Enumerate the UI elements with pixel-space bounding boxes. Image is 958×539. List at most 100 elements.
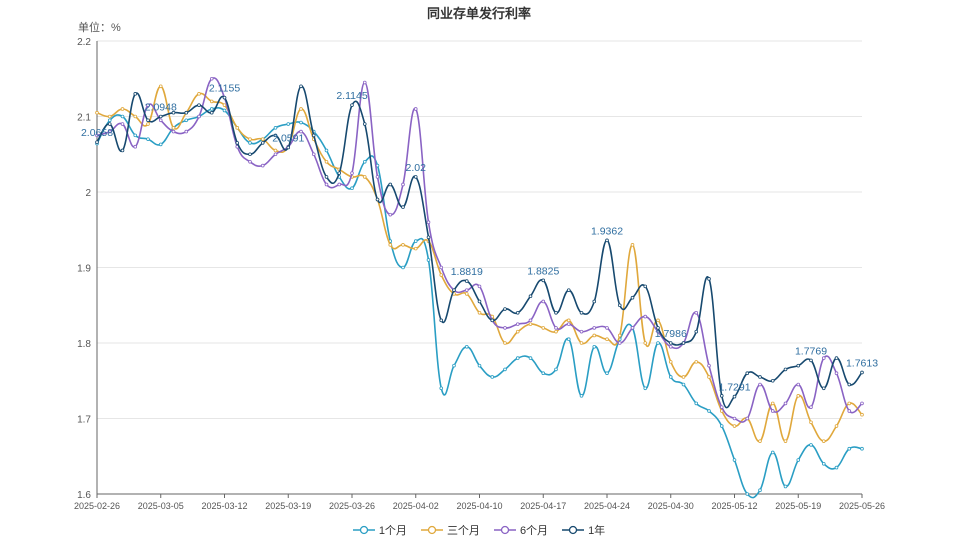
data-point [860, 412, 864, 417]
data-point [681, 375, 686, 379]
data-point [503, 367, 507, 372]
legend-line-icon [352, 525, 375, 535]
data-point [311, 152, 316, 157]
data-point [95, 140, 99, 144]
data-point [401, 182, 405, 187]
data-point [133, 144, 138, 149]
data-point [579, 341, 584, 345]
data-point [758, 382, 762, 387]
data-point [439, 318, 444, 323]
data-point [197, 92, 201, 96]
data-point [630, 326, 635, 330]
data-point [299, 120, 303, 125]
data-label: 1.8825 [527, 265, 559, 277]
data-label: 2.02 [406, 162, 427, 174]
x-tick-label: 2025-04-30 [648, 501, 694, 511]
data-point [515, 310, 520, 315]
data-point [694, 310, 699, 315]
data-point [566, 322, 571, 326]
x-tick-label: 2025-02-26 [74, 501, 120, 511]
data-point [337, 171, 342, 175]
legend-item-1[interactable]: 1个月 [352, 522, 407, 538]
data-point [273, 152, 278, 157]
data-point [375, 197, 380, 202]
data-point [541, 278, 546, 283]
data-point [770, 409, 775, 413]
data-point [745, 492, 750, 496]
data-point [146, 118, 150, 123]
data-point [426, 220, 431, 225]
data-point [656, 318, 660, 323]
data-point [694, 401, 699, 406]
data-point [515, 356, 520, 360]
data-point [809, 443, 813, 447]
data-point [324, 148, 329, 153]
data-point [821, 461, 826, 466]
data-point [847, 401, 852, 406]
data-point [439, 273, 444, 277]
data-point [477, 284, 482, 289]
data-point [694, 329, 699, 334]
data-point [426, 258, 431, 262]
legend: 1个月 三个月 6个月 1年 [0, 522, 958, 538]
legend-item-2[interactable]: 三个月 [420, 522, 480, 538]
data-point [260, 163, 265, 168]
unit-label: 单位：% [78, 22, 121, 34]
data-label: 2.1155 [209, 83, 240, 95]
data-point [617, 303, 622, 308]
data-point [477, 363, 482, 368]
y-tick-label: 1.7 [77, 415, 91, 426]
data-label: 2.0591 [272, 132, 304, 144]
data-point [311, 133, 316, 138]
data-point [209, 99, 214, 104]
data-point [860, 370, 864, 375]
data-point [158, 84, 163, 89]
x-tick-label: 2025-04-17 [520, 501, 566, 511]
data-point [503, 341, 507, 345]
legend-item-3[interactable]: 6个月 [493, 522, 548, 538]
data-point [707, 363, 711, 368]
data-point [770, 378, 775, 383]
data-point [796, 382, 801, 387]
legend-label: 三个月 [446, 525, 480, 537]
data-point [388, 243, 393, 247]
data-point [707, 375, 711, 379]
data-point [554, 329, 558, 334]
data-point [107, 122, 112, 126]
data-point [834, 356, 839, 360]
data-point [681, 341, 686, 345]
data-point [171, 129, 176, 134]
data-point [464, 344, 469, 349]
data-point [490, 375, 495, 379]
data-point [605, 371, 609, 376]
data-point [184, 118, 189, 123]
data-point [273, 126, 278, 130]
y-tick-label: 2.1 [77, 113, 91, 124]
data-point [286, 122, 291, 126]
data-point [566, 288, 571, 292]
data-point [362, 122, 367, 126]
data-label: 1.7291 [718, 382, 750, 394]
data-point [617, 341, 622, 345]
data-point [158, 142, 163, 147]
data-point [171, 126, 176, 130]
data-point [260, 141, 265, 145]
data-point [566, 337, 571, 342]
data-point [324, 175, 329, 179]
legend-item-4[interactable]: 1年 [562, 522, 605, 538]
data-point [197, 103, 201, 107]
data-point [107, 129, 112, 134]
data-point [120, 122, 125, 126]
data-point [681, 382, 686, 387]
legend-line-icon [420, 525, 443, 535]
x-tick-label: 2025-05-12 [711, 501, 757, 511]
data-point [299, 107, 303, 111]
data-point [541, 371, 546, 376]
data-point [732, 394, 737, 399]
data-point [337, 182, 342, 187]
data-point [209, 76, 214, 81]
data-point [375, 175, 380, 179]
data-point [439, 386, 444, 391]
data-point [566, 318, 571, 323]
data-point [197, 114, 201, 119]
